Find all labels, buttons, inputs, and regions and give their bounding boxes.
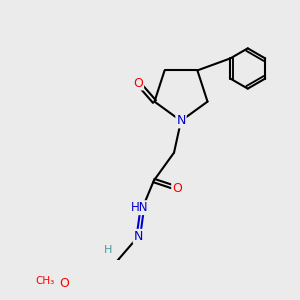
Text: N: N — [134, 230, 143, 243]
Text: O: O — [133, 76, 143, 89]
Text: H: H — [104, 245, 112, 255]
Text: O: O — [59, 277, 69, 290]
Text: HN: HN — [130, 201, 148, 214]
Text: CH₃: CH₃ — [35, 276, 54, 286]
Text: O: O — [172, 182, 182, 195]
Text: N: N — [176, 114, 186, 128]
